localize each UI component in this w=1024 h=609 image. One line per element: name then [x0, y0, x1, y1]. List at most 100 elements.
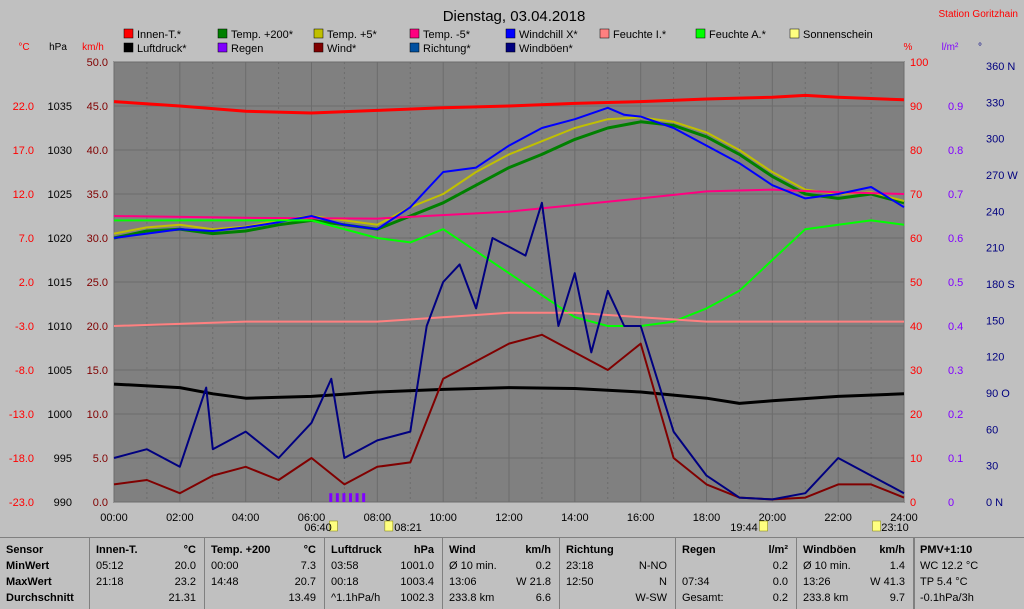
legend-swatch	[217, 42, 228, 53]
series-line	[113, 93, 905, 115]
axis-unit: hPa	[49, 42, 67, 53]
tick-label: 50	[910, 277, 922, 289]
cell-value: 20.7	[294, 576, 316, 588]
column-unit: l/m²	[768, 544, 788, 556]
series-line	[113, 188, 905, 220]
stats-column: Temp. +200 °C 00:00 7.3 14:48 20.7 13.49	[205, 538, 325, 609]
cell-value: 21.31	[168, 592, 196, 604]
tick-label: 10.0	[87, 409, 108, 421]
tick-label: 0.0	[93, 497, 108, 509]
rain-bar	[349, 493, 352, 502]
row-label: Durchschnitt	[6, 592, 74, 604]
grid	[113, 61, 905, 503]
axis-unit: km/h	[82, 42, 104, 53]
tick-label: -13.0	[9, 409, 34, 421]
column-header: Luftdruck	[331, 544, 382, 556]
cell-value: 23.2	[174, 576, 196, 588]
tick-label: 1025	[48, 189, 72, 201]
column-header: Regen	[682, 544, 716, 556]
tick-label: 02:00	[166, 512, 194, 524]
tick-label: 18:00	[693, 512, 721, 524]
sun-marker	[759, 520, 768, 532]
legend-label: Windchill X*	[519, 29, 578, 41]
cell-label: 233.8 km	[803, 592, 849, 604]
rain-bar	[335, 493, 339, 502]
legend-swatch	[505, 28, 516, 39]
tick-label: 35.0	[87, 189, 108, 201]
legend-swatch	[313, 28, 324, 39]
column-header: PMV+1:10	[920, 544, 973, 556]
stats-column: Innen-T. °C 05:12 20.0 21:18 23.2 21.31	[90, 538, 205, 609]
legend-swatch	[409, 28, 420, 39]
legend-swatch	[409, 42, 420, 53]
sun-marker	[329, 520, 338, 532]
tick-label: 80	[910, 145, 922, 157]
cell-label: WC 12.2 °C	[920, 560, 979, 572]
sun-time: 19:44	[730, 522, 758, 534]
row-label: Sensor	[6, 544, 44, 556]
legend-label: Temp. +200*	[231, 29, 294, 41]
legend-label: Windböen*	[519, 43, 574, 55]
tick-label: 0.7	[948, 189, 963, 201]
cell-label: Ø 10 min.	[803, 560, 851, 572]
tick-label: -18.0	[9, 453, 34, 465]
tick-label: 06:00	[298, 512, 326, 524]
series-line	[113, 120, 905, 240]
weather-chart: Dienstag, 03.04.2018 Station Goritzhain …	[8, 8, 1019, 534]
legend-label: Feuchte I.*	[613, 29, 667, 41]
tick-label: 16:00	[627, 512, 655, 524]
tick-label: 0.8	[948, 145, 963, 157]
cell-label: 13:26	[803, 576, 831, 588]
legend-swatch	[789, 28, 800, 39]
legend-label: Wind*	[327, 43, 357, 55]
tick-label: 270 W	[986, 170, 1018, 182]
tick-label: 0.3	[948, 365, 963, 377]
tick-label: 0.6	[948, 233, 963, 245]
cell-value: W-SW	[635, 592, 667, 604]
tick-label: 12.0	[13, 189, 34, 201]
legend-label: Temp. -5*	[423, 29, 471, 41]
tick-label: 10:00	[429, 512, 457, 524]
stats-column: Luftdruck hPa 03:58 1001.0 00:18 1003.4 ^1.1hP…	[325, 538, 443, 609]
tick-label: 90 O	[986, 388, 1010, 400]
cell-value: 7.3	[300, 560, 316, 572]
cell-label: 03:58	[331, 560, 359, 572]
tick-label: 990	[54, 497, 72, 509]
column-header: Richtung	[566, 544, 614, 556]
cell-value: W 21.8	[516, 576, 551, 588]
legend-label: Innen-T.*	[137, 29, 182, 41]
legend-label: Sonnenschein	[803, 29, 873, 41]
tick-label: 100	[910, 57, 928, 69]
legend-swatch	[217, 28, 228, 39]
cell-label: 00:18	[331, 576, 359, 588]
axis-units: °C hPa km/h% l/m² °	[18, 42, 982, 53]
tick-label: 15.0	[87, 365, 108, 377]
legend-swatch	[599, 28, 610, 39]
tick-label: 1015	[48, 277, 72, 289]
cell-label: Gesamt:	[682, 592, 724, 604]
tick-label: 1020	[48, 233, 72, 245]
column-header: Wind	[449, 544, 476, 556]
cell-label: 21:18	[96, 576, 124, 588]
legend: Innen-T.* Temp. +200* Temp. +5* Temp. -5* Wi…	[123, 28, 873, 55]
cell-label: 233.8 km	[449, 592, 495, 604]
cell-value: 0.2	[772, 560, 788, 572]
sun-marker	[384, 520, 394, 532]
cell-label: TP 5.4 °C	[920, 576, 968, 588]
tick-label: 7.0	[19, 233, 34, 245]
column-unit: km/h	[525, 544, 551, 556]
stats-column: Richtung 23:18 N-NO 12:50 N W-SW	[560, 538, 676, 609]
rain-bar	[362, 493, 366, 502]
tick-label: 17.0	[13, 145, 34, 157]
series-line	[114, 219, 905, 327]
series-line	[113, 106, 905, 239]
tick-label: 0.9	[948, 101, 963, 113]
cell-label: 05:12	[96, 560, 124, 572]
tick-label: 0	[910, 497, 916, 509]
tick-label: 0	[948, 497, 954, 509]
tick-label: 20.0	[87, 321, 108, 333]
column-unit: hPa	[413, 544, 434, 556]
tick-label: 60	[910, 233, 922, 245]
tick-label: 00:00	[100, 512, 128, 524]
series-line	[113, 201, 905, 501]
